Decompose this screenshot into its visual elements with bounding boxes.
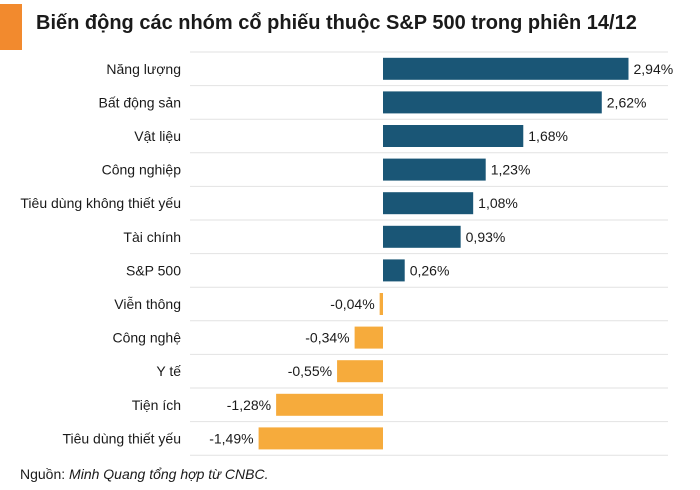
category-label: Y tế (156, 363, 181, 379)
category-label: Tiện ích (132, 397, 181, 413)
category-label: Công nghệ (112, 330, 181, 346)
bar (354, 326, 383, 349)
value-label: 1,23% (491, 162, 531, 178)
bar (276, 393, 383, 416)
category-label: Tài chính (123, 229, 181, 245)
category-label: Bất động sản (98, 94, 181, 110)
value-label: -1,49% (209, 430, 253, 446)
category-label: Năng lượng (106, 61, 181, 77)
value-label: 2,94% (633, 61, 673, 77)
value-label: 1,08% (478, 195, 518, 211)
bar (383, 259, 405, 282)
value-label: 0,93% (466, 229, 506, 245)
bar (383, 125, 524, 147)
category-label: Công nghiệp (102, 162, 182, 178)
category-label: Tiêu dùng không thiết yếu (20, 195, 181, 211)
category-label: Vật liệu (134, 128, 181, 144)
bar (379, 293, 383, 315)
category-label: Viễn thông (114, 296, 181, 312)
value-label: 1,68% (528, 128, 568, 144)
category-label: S&P 500 (126, 262, 181, 278)
value-label: 0,26% (410, 262, 450, 278)
category-label: Tiêu dùng thiết yếu (62, 430, 181, 446)
value-label: -1,28% (227, 397, 271, 413)
bar (337, 360, 383, 383)
title-accent-bar (0, 4, 22, 50)
bar (258, 427, 383, 450)
bar (383, 57, 629, 80)
bar (383, 158, 486, 181)
value-label: 2,62% (607, 94, 647, 110)
source-prefix: Nguồn: (20, 466, 70, 482)
bar (383, 91, 602, 114)
value-label: -0,55% (288, 363, 332, 379)
source-note: Nguồn: Minh Quang tổng hợp từ CNBC. (20, 466, 268, 482)
value-label: -0,04% (330, 296, 374, 312)
chart-title: Biến động các nhóm cổ phiếu thuộc S&P 50… (36, 12, 637, 34)
bar (383, 225, 461, 248)
bar (383, 192, 474, 215)
source-text: Minh Quang tổng hợp từ CNBC. (69, 466, 269, 482)
value-label: -0,34% (305, 330, 349, 346)
